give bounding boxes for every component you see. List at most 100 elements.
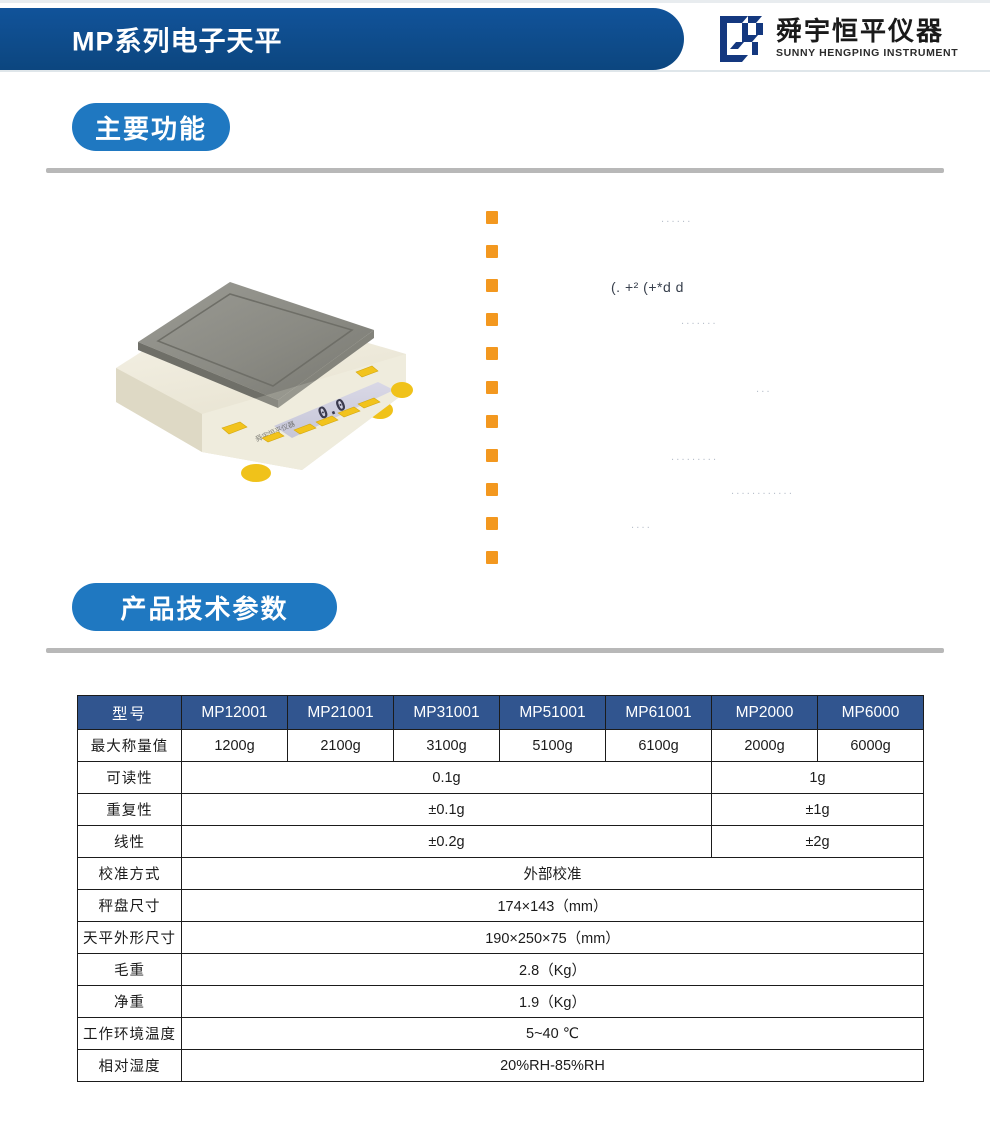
table-row-label: 校准方式 bbox=[77, 857, 182, 890]
table-cell: 5100g bbox=[499, 729, 606, 762]
table-row-label: 毛重 bbox=[77, 953, 182, 986]
brand-name-cn: 舜宇恒平仪器 bbox=[776, 16, 945, 46]
features-block: 0.0 舜宇恒平仪器 ...... (. +² (+*d d...........… bbox=[46, 180, 944, 570]
feature-item-label: ...... bbox=[661, 213, 693, 225]
feature-item bbox=[486, 338, 926, 372]
feature-item: ............ bbox=[486, 474, 926, 508]
page-title: MP系列电子天平 bbox=[72, 26, 283, 57]
product-image: 0.0 舜宇恒平仪器 bbox=[106, 242, 418, 500]
table-cell: 2100g bbox=[287, 729, 394, 762]
table-row: 净重 1.9（Kg） bbox=[77, 985, 924, 1018]
table-cell: 174×143（mm） bbox=[181, 889, 924, 922]
table-row-label: 相对湿度 bbox=[77, 1049, 182, 1082]
feature-item: ...... bbox=[486, 202, 926, 236]
table-row-label: 最大称量值 bbox=[77, 729, 182, 762]
table-cell: 1g bbox=[711, 761, 924, 794]
section-heading-features-label: 主要功能 bbox=[95, 113, 208, 144]
table-cell: ±2g bbox=[711, 825, 924, 858]
table-cell: ±0.1g bbox=[181, 793, 712, 826]
bullet-square-icon bbox=[486, 483, 498, 496]
table-row: 校准方式 外部校准 bbox=[77, 857, 924, 890]
bullet-square-icon bbox=[486, 279, 498, 292]
feature-item-label: .... bbox=[631, 519, 653, 531]
spec-table: 型号 MP12001 MP21001 MP31001 MP51001 MP61001 MP… bbox=[77, 695, 924, 1082]
brand-name-en: SUNNY HENGPING INSTRUMENT bbox=[776, 47, 959, 59]
section-divider-specs bbox=[46, 648, 944, 653]
table-row: 秤盘尺寸 174×143（mm） bbox=[77, 889, 924, 922]
table-header-model-mp51001: MP51001 bbox=[499, 695, 606, 730]
table-row-label: 工作环境温度 bbox=[77, 1017, 182, 1050]
feature-item: ......... bbox=[486, 440, 926, 474]
section-divider-features bbox=[46, 168, 944, 173]
bullet-square-icon bbox=[486, 551, 498, 564]
section-heading-specs: 产品技术参数 bbox=[72, 583, 337, 631]
table-cell: 6000g bbox=[817, 729, 924, 762]
table-row-label: 线性 bbox=[77, 825, 182, 858]
feature-item-label: ............ bbox=[731, 485, 795, 497]
table-row-label: 天平外形尺寸 bbox=[77, 921, 182, 954]
feature-item-label: ......... bbox=[671, 451, 719, 463]
brand-logo: 舜宇恒平仪器 SUNNY HENGPING INSTRUMENT bbox=[718, 10, 980, 68]
table-row: 最大称量值 1200g 2100g 3100g 5100g 6100g 2000g 6000g bbox=[77, 729, 924, 762]
table-cell: 3100g bbox=[393, 729, 500, 762]
table-cell: 190×250×75（mm） bbox=[181, 921, 924, 954]
feature-item: ....... bbox=[486, 304, 926, 338]
bullet-square-icon bbox=[486, 381, 498, 394]
table-row: 工作环境温度 5~40 ℃ bbox=[77, 1017, 924, 1050]
table-cell: 2000g bbox=[711, 729, 818, 762]
feature-item-label: ... bbox=[756, 383, 772, 395]
table-row-label: 净重 bbox=[77, 985, 182, 1018]
sunny-hengping-logo-icon bbox=[718, 14, 766, 64]
bullet-square-icon bbox=[486, 211, 498, 224]
table-cell: 1200g bbox=[181, 729, 288, 762]
bullet-square-icon bbox=[486, 347, 498, 360]
feature-list: ...... (. +² (+*d d......................… bbox=[486, 202, 926, 576]
table-header-model-mp31001: MP31001 bbox=[393, 695, 500, 730]
table-row: 重复性 ±0.1g ±1g bbox=[77, 793, 924, 826]
spec-table-wrapper: 型号 MP12001 MP21001 MP31001 MP51001 MP61001 MP… bbox=[77, 695, 924, 1082]
table-row: 相对湿度 20%RH-85%RH bbox=[77, 1049, 924, 1082]
table-cell: 2.8（Kg） bbox=[181, 953, 924, 986]
header-banner bbox=[0, 8, 684, 70]
table-header-model-mp2000: MP2000 bbox=[711, 695, 818, 730]
feature-item bbox=[486, 406, 926, 440]
table-cell: 外部校准 bbox=[181, 857, 924, 890]
brand-text: 舜宇恒平仪器 SUNNY HENGPING INSTRUMENT bbox=[776, 18, 980, 60]
table-cell: 6100g bbox=[605, 729, 712, 762]
bullet-square-icon bbox=[486, 313, 498, 326]
section-heading-features: 主要功能 bbox=[72, 103, 230, 151]
page-top-rule bbox=[0, 0, 990, 3]
bullet-square-icon bbox=[486, 415, 498, 428]
table-header-model-mp61001: MP61001 bbox=[605, 695, 712, 730]
bullet-square-icon bbox=[486, 245, 498, 258]
table-header-model-mp12001: MP12001 bbox=[181, 695, 288, 730]
table-cell: ±1g bbox=[711, 793, 924, 826]
bullet-square-icon bbox=[486, 517, 498, 530]
feature-item-label: ....... bbox=[681, 315, 718, 327]
table-row: 毛重 2.8（Kg） bbox=[77, 953, 924, 986]
section-heading-specs-label: 产品技术参数 bbox=[120, 593, 289, 624]
feature-item: (. +² (+*d d bbox=[486, 270, 926, 304]
table-header-model-mp6000: MP6000 bbox=[817, 695, 924, 730]
table-header-model-label: 型号 bbox=[77, 695, 182, 730]
table-row-label: 可读性 bbox=[77, 761, 182, 794]
header-underline bbox=[0, 70, 990, 72]
feature-item-label: (. +² (+*d d bbox=[611, 279, 684, 295]
table-row: 可读性 0.1g 1g bbox=[77, 761, 924, 794]
table-body: 最大称量值 1200g 2100g 3100g 5100g 6100g 2000g 6000g… bbox=[77, 729, 924, 1082]
table-row-label: 秤盘尺寸 bbox=[77, 889, 182, 922]
table-cell: ±0.2g bbox=[181, 825, 712, 858]
page-header: MP系列电子天平 bbox=[0, 8, 990, 70]
table-cell: 1.9（Kg） bbox=[181, 985, 924, 1018]
table-header-model-mp21001: MP21001 bbox=[287, 695, 394, 730]
feature-item bbox=[486, 236, 926, 270]
bullet-square-icon bbox=[486, 449, 498, 462]
table-cell: 5~40 ℃ bbox=[181, 1017, 924, 1050]
table-cell: 0.1g bbox=[181, 761, 712, 794]
feature-item: ... bbox=[486, 372, 926, 406]
table-row-label: 重复性 bbox=[77, 793, 182, 826]
table-row: 天平外形尺寸 190×250×75（mm） bbox=[77, 921, 924, 954]
feature-item: .... bbox=[486, 508, 926, 542]
table-row: 线性 ±0.2g ±2g bbox=[77, 825, 924, 858]
table-header-row: 型号 MP12001 MP21001 MP31001 MP51001 MP61001 MP… bbox=[77, 695, 924, 730]
